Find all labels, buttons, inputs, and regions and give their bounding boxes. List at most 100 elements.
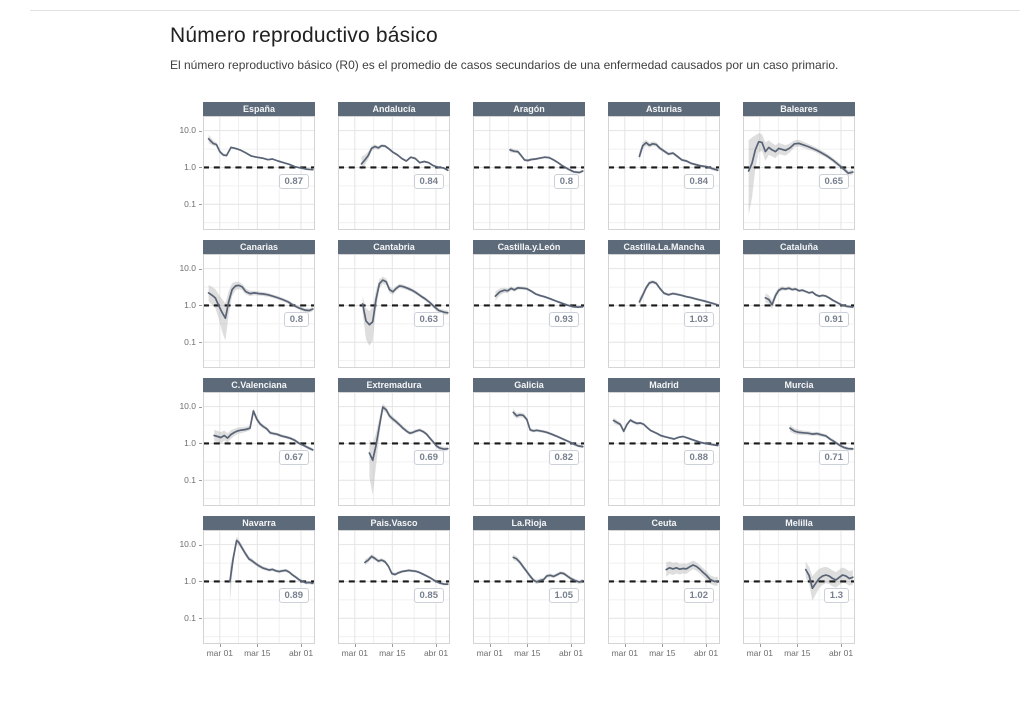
confidence-ribbon	[510, 147, 583, 174]
plot-area: 0.65	[743, 116, 855, 230]
r0-line	[804, 568, 854, 590]
x-axis-tick-label: mar 01	[611, 648, 639, 658]
facet-panel: La.Rioja 1.05 mar 01 mar 15 abr 01	[473, 516, 585, 658]
facet-strip-title: Castilla.y.León	[473, 240, 585, 254]
facet-strip-title: Galicia	[473, 378, 585, 392]
x-axis-tick-mark	[841, 644, 842, 647]
y-axis-tick-mark	[199, 167, 202, 169]
r0-value-label: 0.65	[818, 174, 849, 189]
confidence-ribbon	[765, 286, 853, 309]
r0-line	[665, 564, 719, 583]
x-axis-tick-label: abr 01	[828, 648, 854, 658]
y-axis-tick-mark	[199, 305, 202, 307]
facet-panel: Pais.Vasco 0.85 mar 01 mar 15 abr 01	[338, 516, 450, 658]
facet-panel: Murcia 0.71	[743, 378, 855, 506]
top-divider	[30, 10, 1020, 11]
y-axis-tick-label: 1.0	[184, 299, 196, 310]
facet-panel: Aragón 0.8	[473, 102, 585, 230]
r0-chart-svg	[744, 531, 854, 643]
r0-line	[207, 284, 314, 320]
x-axis-tick-mark	[301, 644, 302, 647]
y-axis-tick-mark	[199, 204, 202, 206]
r0-chart-svg	[609, 393, 719, 505]
x-axis-tick-label: abr 01	[693, 648, 719, 658]
facet-panel: Baleares 0.65	[743, 102, 855, 230]
plot-area: 0.87	[203, 116, 315, 230]
y-axis-tick-label: 10.0	[179, 125, 196, 136]
plot-area: 0.93	[473, 254, 585, 368]
r0-chart-svg	[609, 117, 719, 229]
facet-strip-title: Baleares	[743, 102, 855, 116]
r0-value-label: 0.91	[818, 312, 849, 327]
plot-area: 0.85	[338, 530, 450, 644]
plot-area: 0.84	[338, 116, 450, 230]
facet-strip-title: Navarra	[203, 516, 315, 530]
x-axis-tick-label: mar 15	[379, 648, 406, 658]
page-subtitle: El número reproductivo básico (R0) es el…	[170, 58, 839, 72]
r0-chart-svg	[204, 531, 314, 643]
x-axis-tick-mark	[257, 644, 259, 647]
x-axis-tick-label: mar 01	[206, 648, 234, 658]
facet-panel: Navarra 0.89 10.0 1.0 0.1 mar 01 mar 15 abr 01	[179, 516, 315, 658]
r0-chart-svg	[204, 255, 314, 367]
facet-panel: Castilla.y.León 0.93	[473, 240, 585, 368]
r0-chart-svg	[204, 393, 314, 505]
r0-line	[789, 427, 854, 450]
facet-panel: Castilla.La.Mancha 1.03	[608, 240, 720, 368]
x-axis-tick-mark	[797, 644, 799, 647]
facet-strip-title: Madrid	[608, 378, 720, 392]
r0-value-label: 0.69	[413, 450, 444, 465]
x-axis-tick-mark	[706, 644, 707, 647]
y-axis-tick-label: 10.0	[179, 401, 196, 412]
r0-value-label: 0.84	[413, 174, 444, 189]
facet-strip-title: España	[203, 102, 315, 116]
y-axis-tick-mark	[199, 443, 202, 445]
plot-area: 0.8	[473, 116, 585, 230]
x-axis-tick-mark	[759, 644, 761, 647]
facet-strip-title: Canarias	[203, 240, 315, 254]
r0-chart-svg	[474, 117, 584, 229]
facet-strip-title: Pais.Vasco	[338, 516, 450, 530]
facet-panel: Melilla 1.3 mar 01 mar 15 abr 01	[743, 516, 855, 658]
r0-value-label: 0.85	[413, 588, 444, 603]
plot-area: 1.05	[473, 530, 585, 644]
r0-value-label: 0.88	[683, 450, 714, 465]
facet-panel: Ceuta 1.02 mar 01 mar 15 abr 01	[608, 516, 720, 658]
facet-panel: Andalucía 0.84	[338, 102, 450, 230]
facet-panel: Galicia 0.82	[473, 378, 585, 506]
plot-area: 0.71	[743, 392, 855, 506]
facet-panel: Cataluña 0.91	[743, 240, 855, 368]
confidence-ribbon	[214, 408, 313, 452]
r0-chart-svg	[339, 531, 449, 643]
facet-panel: Canarias 0.8 10.0 1.0 0.1	[179, 240, 315, 368]
r0-line	[638, 141, 719, 172]
plot-area: 0.8	[203, 254, 315, 368]
r0-chart-svg	[744, 255, 854, 367]
facet-grid: España 0.87 10.0 1.0 0.1 Andalucía 0.84 Aragón 0…	[179, 102, 870, 658]
r0-line	[638, 280, 719, 306]
y-axis-tick-mark	[199, 130, 202, 132]
x-axis-tick-label: abr 01	[423, 648, 449, 658]
x-axis-tick-label: mar 15	[244, 648, 271, 658]
r0-line	[509, 149, 584, 174]
facet-panel: Cantabria 0.63	[338, 240, 450, 368]
x-axis-tick-label: abr 01	[288, 648, 314, 658]
y-axis-tick-mark	[199, 342, 202, 344]
confidence-ribbon	[666, 560, 718, 586]
r0-value-label: 1.02	[683, 588, 714, 603]
facet-strip-title: Andalucía	[338, 102, 450, 116]
confidence-ribbon	[748, 133, 853, 216]
y-axis-tick-mark	[199, 544, 202, 546]
facet-strip-title: Murcia	[743, 378, 855, 392]
facet-strip-title: La.Rioja	[473, 516, 585, 530]
y-axis-tick-mark	[199, 480, 202, 482]
x-axis-tick-label: abr 01	[558, 648, 584, 658]
facet-panel: C.Valenciana 0.67 10.0 1.0 0.1	[179, 378, 315, 506]
x-axis-tick-label: mar 01	[476, 648, 504, 658]
r0-line	[368, 406, 449, 462]
r0-chart-svg	[474, 255, 584, 367]
r0-value-label: 0.8	[553, 174, 579, 189]
facet-strip-title: Cantabria	[338, 240, 450, 254]
plot-area: 0.63	[338, 254, 450, 368]
y-axis-tick-label: 1.0	[184, 161, 196, 172]
